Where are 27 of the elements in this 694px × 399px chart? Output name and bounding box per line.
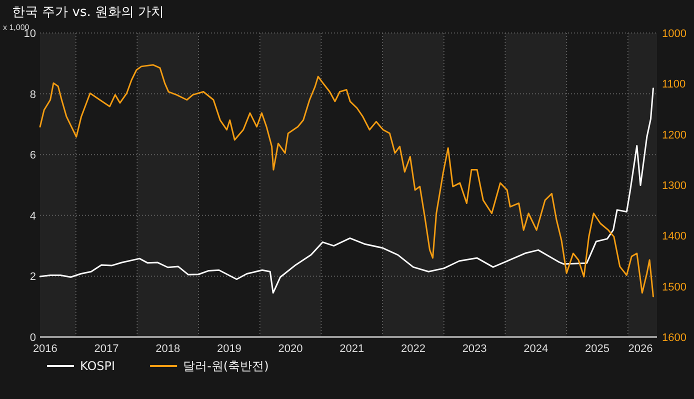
y2-tick-label: 1600 <box>662 332 686 344</box>
x-tick-label: 2021 <box>340 343 364 355</box>
x-tick-label: 2026 <box>628 343 653 355</box>
y2-tick-label: 1400 <box>662 230 686 243</box>
x-tick-label: 2025 <box>585 343 610 355</box>
legend-label: 달러-원(축반전) <box>183 359 269 373</box>
y2-tick-label: 1100 <box>662 78 686 91</box>
x-tick-label: 2023 <box>462 343 487 355</box>
x-tick-label: 2020 <box>278 343 303 355</box>
y-tick-label: 2 <box>30 271 36 284</box>
y2-tick-label: 1000 <box>662 28 686 40</box>
x-tick-label: 2017 <box>94 343 119 355</box>
y-axis-title: x 1,000 <box>3 23 30 32</box>
y2-tick-label: 1500 <box>662 281 686 294</box>
y-tick-label: 4 <box>30 210 36 222</box>
y2-tick-label: 1200 <box>662 129 686 142</box>
y-tick-label: 0 <box>30 332 36 344</box>
legend-label: KOSPI <box>80 359 116 373</box>
chart-title: 한국 주가 vs. 원화의 가치 <box>12 5 164 20</box>
x-tick-label: 2019 <box>216 343 242 355</box>
y-tick-label: 6 <box>30 150 36 162</box>
x-tick-label: 2022 <box>400 343 426 355</box>
x-tick-label: 2024 <box>524 343 548 355</box>
x-tick-label: 2018 <box>156 343 180 355</box>
y2-tick-label: 1300 <box>662 180 686 192</box>
y-tick-label: 8 <box>30 88 36 101</box>
x-tick-label: 2016 <box>32 343 58 355</box>
